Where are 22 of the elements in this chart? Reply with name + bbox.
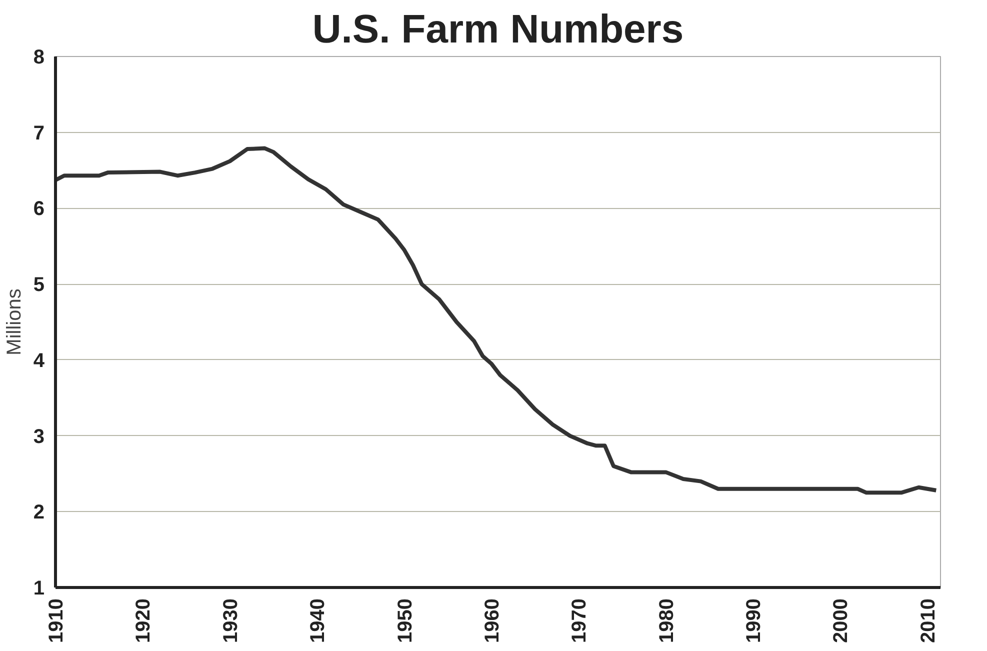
x-tick-label: 1960 (481, 598, 504, 643)
x-tick-label: 2000 (830, 598, 852, 643)
x-tick-label: 2010 (917, 598, 940, 643)
x-tick-label: 1910 (46, 598, 68, 643)
x-tick-label: 1950 (394, 598, 416, 643)
y-tick-label: 5 (33, 274, 44, 296)
x-tick-label: 1990 (743, 598, 766, 643)
x-tick-label: 1930 (220, 598, 242, 643)
x-tick-label: 1920 (132, 598, 155, 643)
x-tick-label: 1970 (568, 598, 591, 643)
y-tick-label: 2 (33, 502, 44, 524)
y-tick-label: 7 (33, 122, 44, 144)
y-tick-label: 4 (33, 350, 46, 372)
y-tick-label: 1 (33, 578, 44, 600)
y-tick-label: 3 (33, 426, 44, 448)
x-tick-label: 1940 (307, 598, 330, 643)
chart-title: U.S. Farm Numbers (312, 8, 684, 52)
y-axis-title: Millions (3, 288, 26, 356)
line-series (56, 146, 938, 495)
x-tick-label: 1980 (656, 598, 678, 643)
y-tick-label: 6 (33, 198, 44, 220)
y-tick-label: 8 (33, 46, 44, 68)
